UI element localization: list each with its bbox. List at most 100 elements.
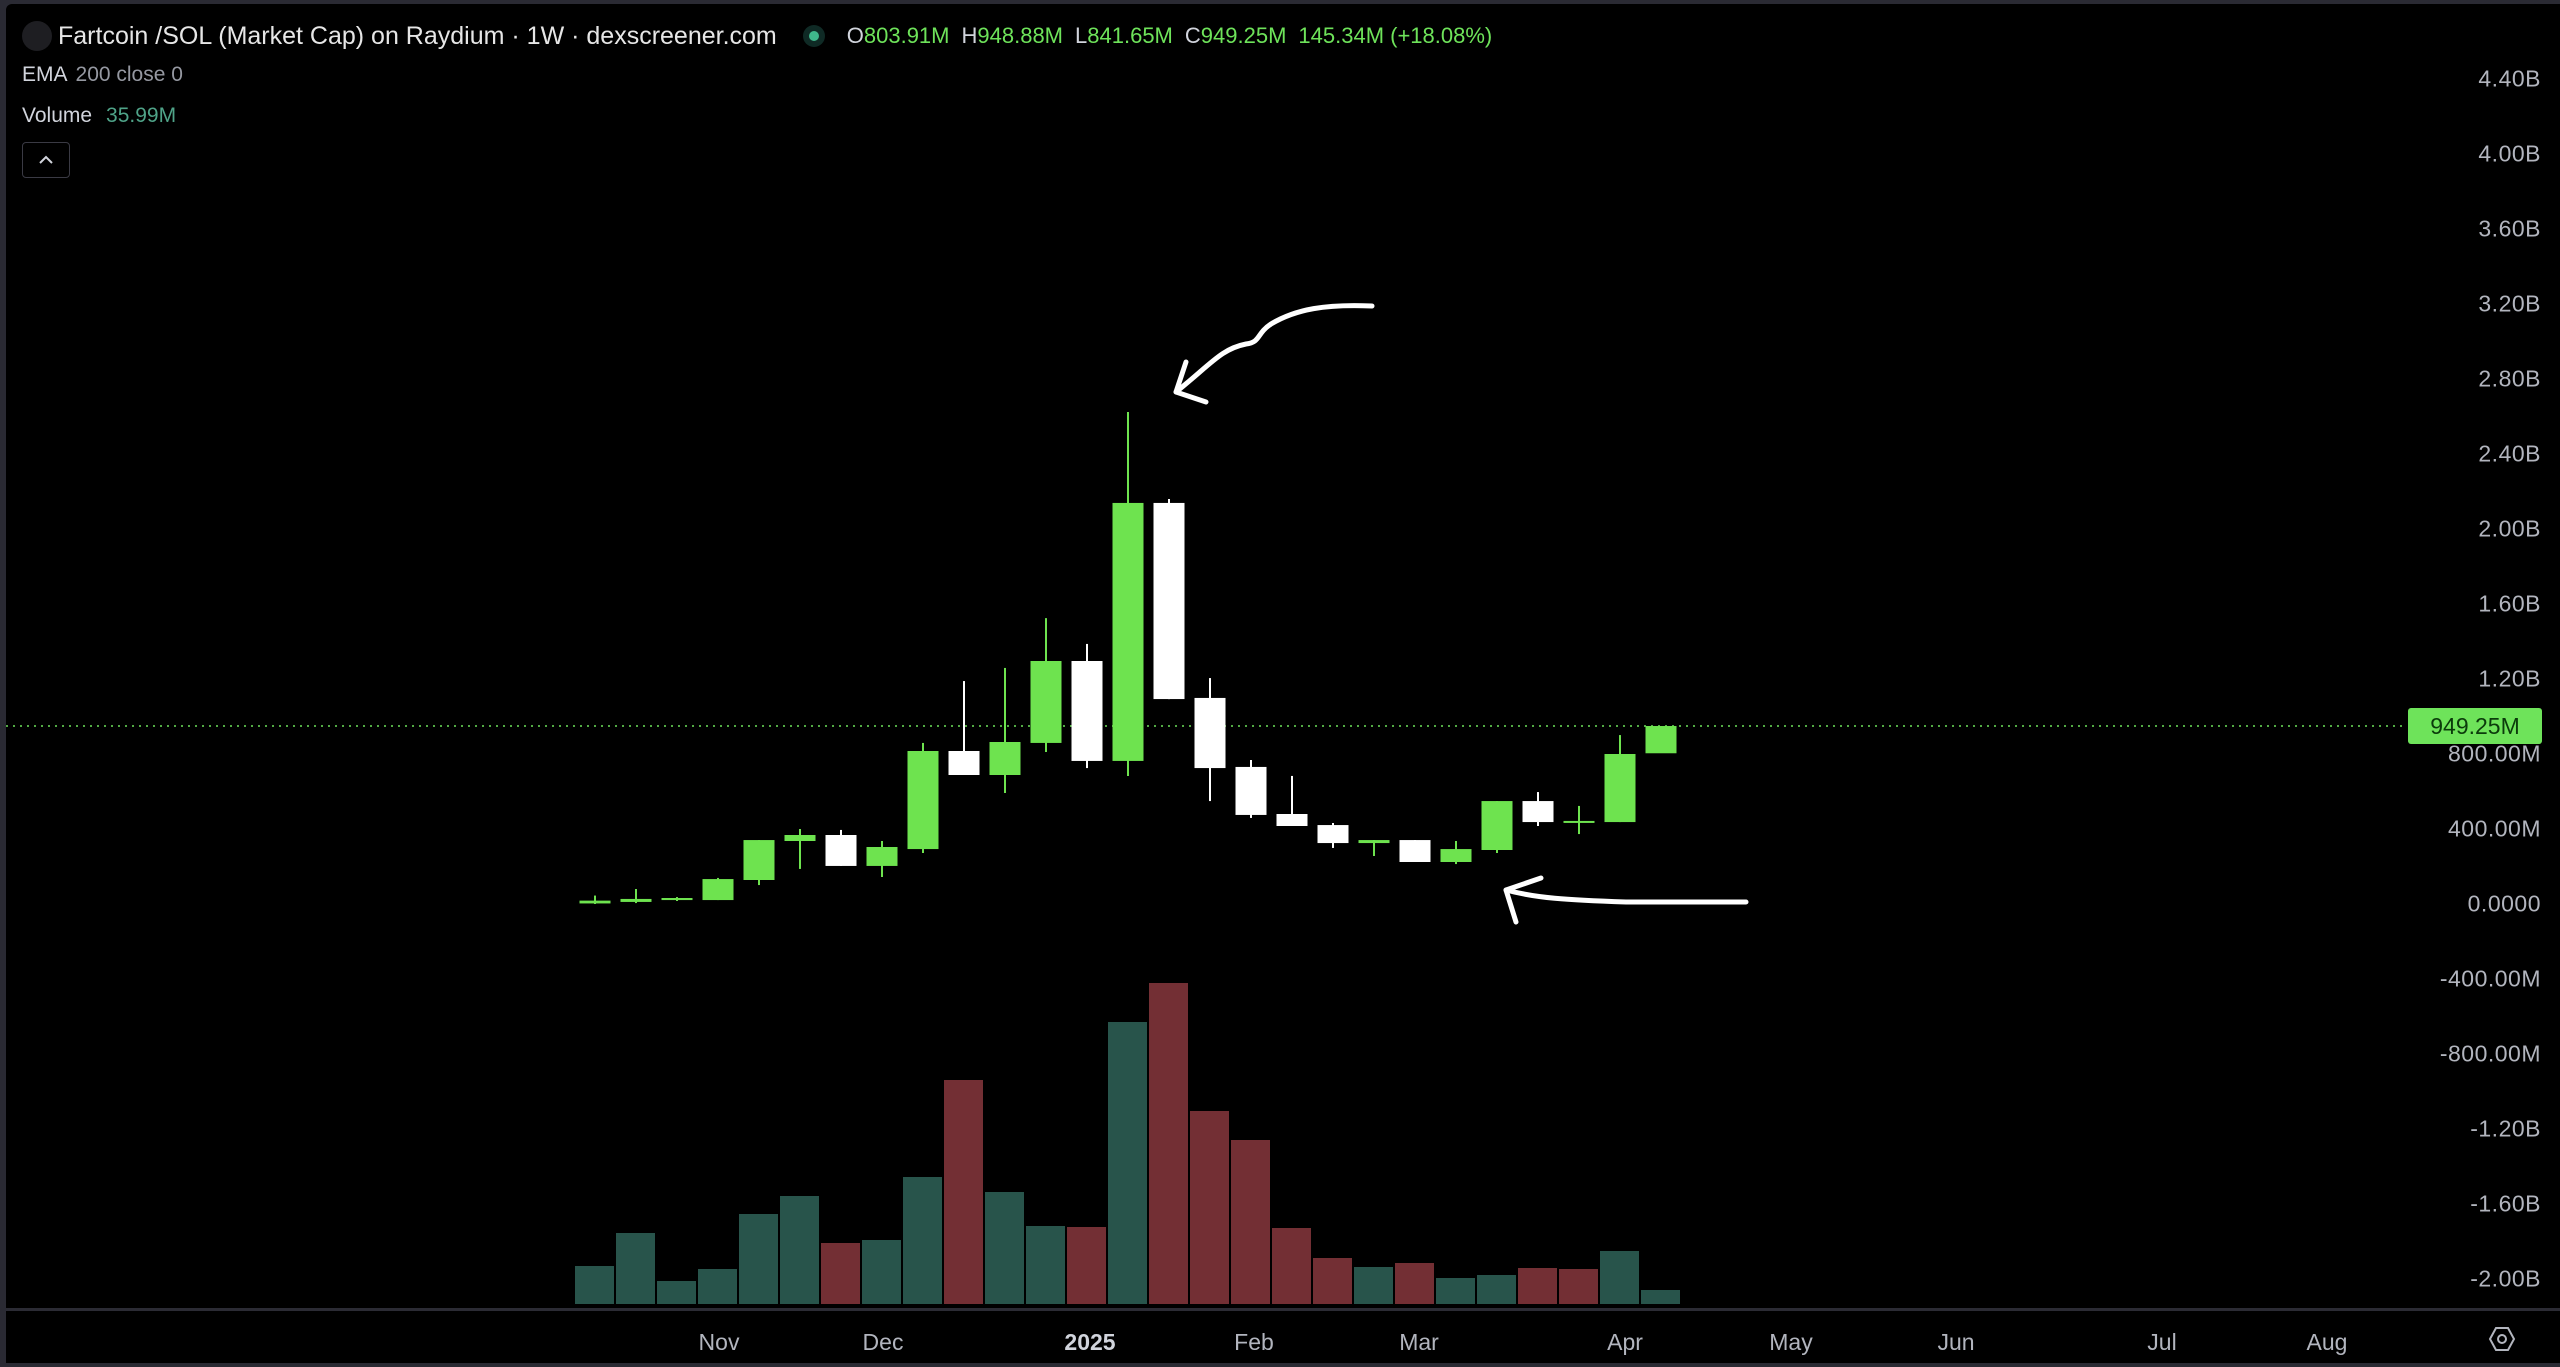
low-value: 841.65M	[1087, 23, 1173, 48]
candle	[1645, 726, 1677, 754]
volume-bar	[1395, 1263, 1434, 1304]
candle	[743, 840, 775, 886]
candle	[579, 895, 611, 904]
price-axis-label: 3.20B	[2478, 290, 2541, 317]
candle	[989, 667, 1021, 793]
volume-bar	[1436, 1278, 1475, 1304]
volume-bar	[1313, 1258, 1352, 1304]
price-axis-label: 400.00M	[2447, 815, 2541, 842]
live-status-icon	[802, 25, 825, 47]
price-axis-label: 2.40B	[2478, 440, 2541, 467]
time-axis-label: Nov	[698, 1329, 740, 1355]
volume-bar	[657, 1281, 696, 1304]
annotation-arrow-low	[1503, 875, 1749, 925]
volume-bar	[698, 1269, 737, 1304]
price-axis-label: 2.80B	[2478, 365, 2541, 392]
open-value: 803.91M	[863, 23, 950, 48]
current-price-tag: 949.25M	[2408, 708, 2542, 745]
volume-bar	[1026, 1226, 1065, 1304]
candle	[661, 897, 693, 901]
annotation-arrow-peak	[1173, 303, 1375, 405]
candle	[1030, 618, 1062, 752]
candle	[1481, 801, 1513, 853]
price-axis-label: -800.00M	[2439, 1040, 2541, 1067]
ema-indicator[interactable]: EMA 200 close 0	[22, 62, 183, 86]
time-axis-label: Apr	[1607, 1329, 1643, 1355]
time-axis-label: Jul	[2147, 1329, 2177, 1355]
ohlc-values: O803.91M H948.88M L841.65M C949.25M 145.…	[846, 23, 1493, 48]
price-axis-label: 2.00B	[2478, 515, 2541, 542]
volume-bar	[1231, 1140, 1270, 1304]
price-axis-label: -1.60B	[2470, 1190, 2541, 1217]
price-axis-label: -1.20B	[2470, 1115, 2541, 1142]
time-axis-label: Aug	[2306, 1329, 2348, 1355]
chevron-up-icon	[39, 155, 53, 164]
token-logo-icon	[22, 21, 52, 51]
volume-bar	[944, 1080, 983, 1304]
candle	[1194, 678, 1226, 802]
volume-bar	[862, 1240, 901, 1304]
volume-bar	[739, 1214, 778, 1304]
volume-bar	[1272, 1228, 1311, 1304]
candlestick-plot[interactable]	[6, 4, 2560, 1304]
price-axis-label: 0.0000	[2467, 890, 2541, 917]
volume-bars	[575, 983, 1680, 1304]
chart-title: Fartcoin /SOL (Market Cap) on Raydium · …	[58, 21, 777, 50]
candle	[1604, 735, 1636, 823]
price-axis-label: 3.60B	[2478, 215, 2541, 242]
candle	[1153, 499, 1185, 700]
chart-legend: Fartcoin /SOL (Market Cap) on Raydium · …	[22, 18, 1492, 178]
candle	[1235, 760, 1267, 818]
close-value: 949.25M	[1200, 23, 1287, 48]
volume-bar	[780, 1196, 819, 1304]
volume-bar	[1108, 1022, 1147, 1304]
candle	[620, 889, 652, 904]
gear-icon[interactable]	[2488, 1325, 2516, 1353]
candle	[702, 877, 734, 901]
candle	[1563, 805, 1595, 835]
price-axis-label: -400.00M	[2439, 965, 2541, 992]
price-axis-label: 4.00B	[2478, 140, 2541, 167]
time-axis-label: 2025	[1064, 1329, 1116, 1355]
volume-bar	[1354, 1267, 1393, 1304]
price-axis-label: 1.20B	[2478, 665, 2541, 692]
time-axis-label: May	[1769, 1329, 1813, 1355]
time-axis-label: Jun	[1937, 1329, 1975, 1355]
candle	[1440, 841, 1472, 865]
high-value: 948.88M	[977, 23, 1064, 48]
volume-bar	[575, 1266, 614, 1304]
candle	[866, 841, 898, 877]
volume-bar	[1067, 1227, 1106, 1304]
price-axis-label: 800.00M	[2447, 740, 2541, 767]
candle	[1358, 840, 1390, 856]
time-axis-label: Mar	[1399, 1329, 1439, 1355]
price-axis-label: 4.40B	[2478, 65, 2541, 92]
candle	[784, 829, 816, 869]
price-axis-label: 1.60B	[2478, 590, 2541, 617]
candle	[907, 742, 939, 853]
time-axis-label: Feb	[1234, 1329, 1274, 1355]
volume-indicator[interactable]: Volume 35.99M	[22, 103, 177, 127]
candle	[1399, 840, 1431, 862]
volume-bar	[1518, 1268, 1557, 1304]
volume-bar	[1477, 1275, 1516, 1304]
candle	[1522, 792, 1554, 826]
volume-bar	[821, 1243, 860, 1304]
time-axis-label: Dec	[862, 1329, 904, 1355]
volume-bar	[1641, 1290, 1680, 1304]
collapse-legend-button[interactable]	[22, 142, 70, 178]
time-axis[interactable]: Nov Dec 2025 Feb Mar Apr May Jun Jul Aug	[6, 1308, 2560, 1363]
price-axis-label: -2.00B	[2470, 1265, 2541, 1292]
candle	[825, 829, 857, 866]
candle	[1112, 412, 1144, 776]
candle	[1071, 643, 1103, 769]
chart-window: Fartcoin /SOL (Market Cap) on Raydium · …	[6, 4, 2560, 1363]
volume-bar	[903, 1177, 942, 1304]
candle	[948, 681, 980, 775]
candles	[579, 412, 1677, 904]
volume-bar	[1190, 1111, 1229, 1304]
change-value: 145.34M (+18.08%)	[1298, 23, 1493, 48]
volume-bar	[985, 1192, 1024, 1304]
volume-bar	[1559, 1269, 1598, 1304]
volume-bar	[1600, 1251, 1639, 1304]
